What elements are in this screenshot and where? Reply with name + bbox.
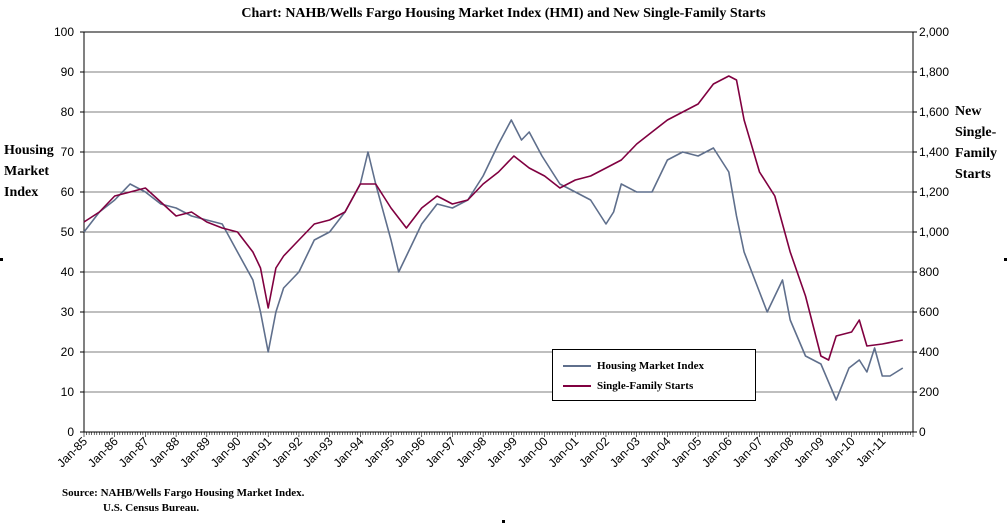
y-tick-label-right: 0 bbox=[919, 425, 926, 439]
edge-marker-left bbox=[0, 258, 3, 261]
legend-item-hmi: Housing Market Index bbox=[563, 358, 704, 374]
y-tick-label-left: 30 bbox=[61, 305, 75, 319]
edge-marker-bottom bbox=[502, 520, 505, 523]
legend-swatch-starts bbox=[563, 385, 591, 387]
y-tick-label-left: 100 bbox=[54, 25, 74, 39]
legend-item-starts: Single-Family Starts bbox=[563, 378, 693, 394]
x-tick-label: Jan-02 bbox=[576, 434, 612, 470]
y-tick-label-right: 1,400 bbox=[919, 145, 949, 159]
y-tick-label-right: 400 bbox=[919, 345, 939, 359]
x-tick-label: Jan-97 bbox=[423, 434, 459, 470]
x-tick-label: Jan-09 bbox=[791, 434, 827, 470]
edge-marker-right bbox=[1004, 258, 1007, 261]
x-tick-label: Jan-08 bbox=[760, 434, 796, 470]
x-tick-label: Jan-93 bbox=[300, 434, 336, 470]
x-tick-label: Jan-99 bbox=[484, 434, 520, 470]
x-tick-label: Jan-85 bbox=[54, 434, 90, 470]
y-tick-label-right: 1,600 bbox=[919, 105, 949, 119]
x-tick-label: Jan-11 bbox=[853, 434, 888, 469]
y-tick-label-left: 60 bbox=[61, 185, 75, 199]
y-tick-label-left: 10 bbox=[61, 385, 75, 399]
x-tick-label: Jan-00 bbox=[515, 434, 551, 470]
x-tick-label: Jan-96 bbox=[392, 434, 428, 470]
x-tick-label: Jan-94 bbox=[331, 434, 367, 470]
source-line-2: U.S. Census Bureau. bbox=[103, 502, 200, 514]
y-tick-label-left: 20 bbox=[61, 345, 75, 359]
x-tick-label: Jan-88 bbox=[146, 434, 182, 470]
y-tick-label-right: 1,200 bbox=[919, 185, 949, 199]
source-note: Source: NAHB/Wells Fargo Housing Market … bbox=[62, 486, 304, 516]
y-tick-label-left: 70 bbox=[61, 145, 75, 159]
x-tick-label: Jan-87 bbox=[116, 434, 152, 470]
series-line-starts bbox=[83, 75, 903, 361]
y-tick-label-right: 2,000 bbox=[919, 25, 949, 39]
x-tick-label: Jan-91 bbox=[238, 434, 274, 470]
y-axis-left-label: Housing Market Index bbox=[4, 143, 54, 200]
y-tick-label-right: 1,000 bbox=[919, 225, 949, 239]
x-tick-label: Jan-98 bbox=[453, 434, 489, 470]
x-tick-label: Jan-03 bbox=[607, 434, 643, 470]
y-tick-label-left: 0 bbox=[67, 425, 74, 439]
legend-swatch-hmi bbox=[563, 365, 591, 367]
x-tick-label: Jan-01 bbox=[546, 434, 582, 470]
y-tick-label-left: 40 bbox=[61, 265, 75, 279]
legend-label-hmi: Housing Market Index bbox=[597, 360, 704, 372]
x-tick-label: Jan-04 bbox=[638, 434, 674, 470]
y-tick-label-right: 1,800 bbox=[919, 65, 949, 79]
series-line-hmi bbox=[83, 119, 904, 401]
y-tick-label-right: 200 bbox=[919, 385, 939, 399]
x-tick-label: Jan-05 bbox=[668, 434, 704, 470]
x-tick-label: Jan-86 bbox=[85, 434, 121, 470]
y-axis-right-label: New Single-Family Starts bbox=[955, 104, 997, 182]
y-tick-label-right: 600 bbox=[919, 305, 939, 319]
x-tick-label: Jan-95 bbox=[361, 434, 397, 470]
x-tick-label: Jan-92 bbox=[269, 434, 305, 470]
legend-label-starts: Single-Family Starts bbox=[597, 380, 694, 392]
x-tick-label: Jan-07 bbox=[730, 434, 766, 470]
chart-title: Chart: NAHB/Wells Fargo Housing Market I… bbox=[241, 6, 766, 21]
y-tick-label-left: 90 bbox=[61, 65, 75, 79]
y-tick-label-left: 80 bbox=[61, 105, 75, 119]
x-tick-label: Jan-10 bbox=[822, 434, 858, 470]
legend: Housing Market Index Single-Family Start… bbox=[552, 349, 756, 401]
source-line-1: Source: NAHB/Wells Fargo Housing Market … bbox=[62, 487, 305, 499]
y-tick-label-right: 800 bbox=[919, 265, 939, 279]
y-tick-label-left: 50 bbox=[61, 225, 75, 239]
x-tick-label: Jan-90 bbox=[208, 434, 244, 470]
x-tick-label: Jan-06 bbox=[699, 434, 735, 470]
x-tick-label: Jan-89 bbox=[177, 434, 213, 470]
